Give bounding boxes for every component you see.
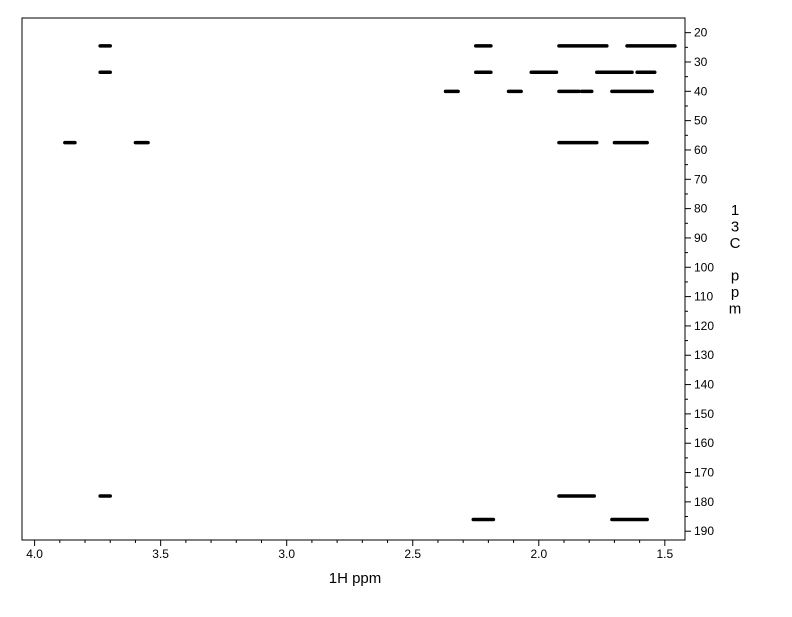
- y-axis-title-char: p: [731, 284, 739, 301]
- y-tick-label: 60: [694, 143, 708, 157]
- x-tick-label: 3.0: [278, 547, 295, 561]
- y-tick-label: 100: [694, 260, 714, 274]
- y-tick-label: 80: [694, 202, 708, 216]
- x-tick-label: 3.5: [152, 547, 169, 561]
- x-tick-label: 1.5: [656, 547, 673, 561]
- peaks-layer: [63, 44, 677, 522]
- x-tick-label: 2.5: [404, 547, 421, 561]
- y-axis-title-char: p: [731, 268, 739, 285]
- y-axis-title-char: 3: [731, 219, 739, 236]
- plot-frame: [21, 17, 686, 541]
- y-axis-title-char: C: [730, 235, 741, 252]
- y-tick-label: 140: [694, 378, 714, 392]
- y-tick-label: 150: [694, 407, 714, 421]
- y-axis-title-char: m: [729, 301, 742, 318]
- x-tick-label: 4.0: [26, 547, 43, 561]
- y-tick-label: 110: [694, 290, 713, 304]
- x-axis-title: 1H ppm: [329, 570, 382, 587]
- y-tick-label: 70: [694, 172, 708, 186]
- y-tick-label: 20: [694, 26, 708, 40]
- y-tick-label: 170: [694, 466, 714, 480]
- y-tick-label: 160: [694, 436, 714, 450]
- x-axis: 4.0 3.5 3.0 2.5 2.0 1.5: [26, 540, 673, 561]
- y-tick-label: 50: [694, 114, 708, 128]
- y-axis: 20 30 40 50 60 70 80 90 100 110 120 130 140 150 160 170…: [685, 26, 714, 538]
- y-tick-label: 30: [694, 55, 708, 69]
- y-tick-label: 120: [694, 319, 714, 333]
- y-tick-label: 130: [694, 348, 714, 362]
- y-tick-label: 90: [694, 231, 708, 245]
- y-tick-label: 180: [694, 495, 714, 509]
- y-axis-title-char: 1: [731, 202, 739, 219]
- x-tick-label: 2.0: [530, 547, 547, 561]
- y-tick-label: 190: [694, 524, 714, 538]
- y-tick-label: 40: [694, 84, 708, 98]
